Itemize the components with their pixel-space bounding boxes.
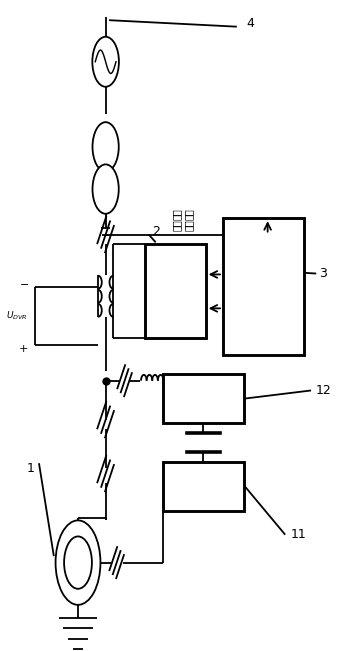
Text: 11: 11 [291, 528, 307, 541]
Text: 控制: 控制 [183, 208, 193, 219]
Text: 12: 12 [315, 384, 331, 397]
Text: $-$: $-$ [18, 278, 29, 288]
Bar [223, 218, 304, 355]
Text: 3: 3 [319, 267, 327, 280]
Text: $+$: $+$ [18, 342, 29, 353]
Circle shape [93, 165, 119, 214]
Text: 电路: 电路 [171, 219, 181, 230]
Text: 4: 4 [247, 17, 255, 30]
Circle shape [92, 36, 119, 87]
Circle shape [64, 536, 92, 589]
Text: 1: 1 [26, 462, 34, 475]
Bar [163, 374, 244, 423]
Text: 2: 2 [152, 225, 160, 238]
Text: $U_{DVR}$: $U_{DVR}$ [6, 309, 28, 322]
Circle shape [56, 520, 101, 605]
Text: 电路: 电路 [183, 219, 193, 230]
Bar [163, 462, 244, 510]
Circle shape [93, 122, 119, 172]
Bar [145, 244, 206, 339]
Text: 计测: 计测 [171, 208, 181, 219]
